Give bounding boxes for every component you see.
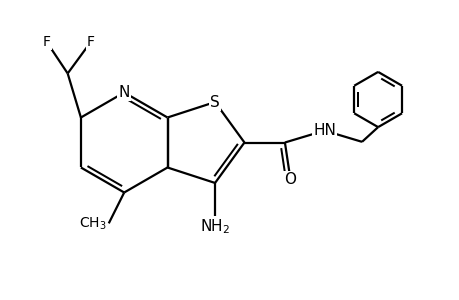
Text: O: O	[284, 172, 296, 187]
Text: F: F	[42, 34, 50, 49]
Text: NH$_2$: NH$_2$	[200, 218, 230, 236]
Text: CH$_3$: CH$_3$	[78, 215, 106, 232]
Text: S: S	[210, 94, 219, 110]
Text: HN: HN	[313, 123, 335, 138]
Text: F: F	[87, 34, 95, 49]
Text: N: N	[118, 85, 129, 100]
